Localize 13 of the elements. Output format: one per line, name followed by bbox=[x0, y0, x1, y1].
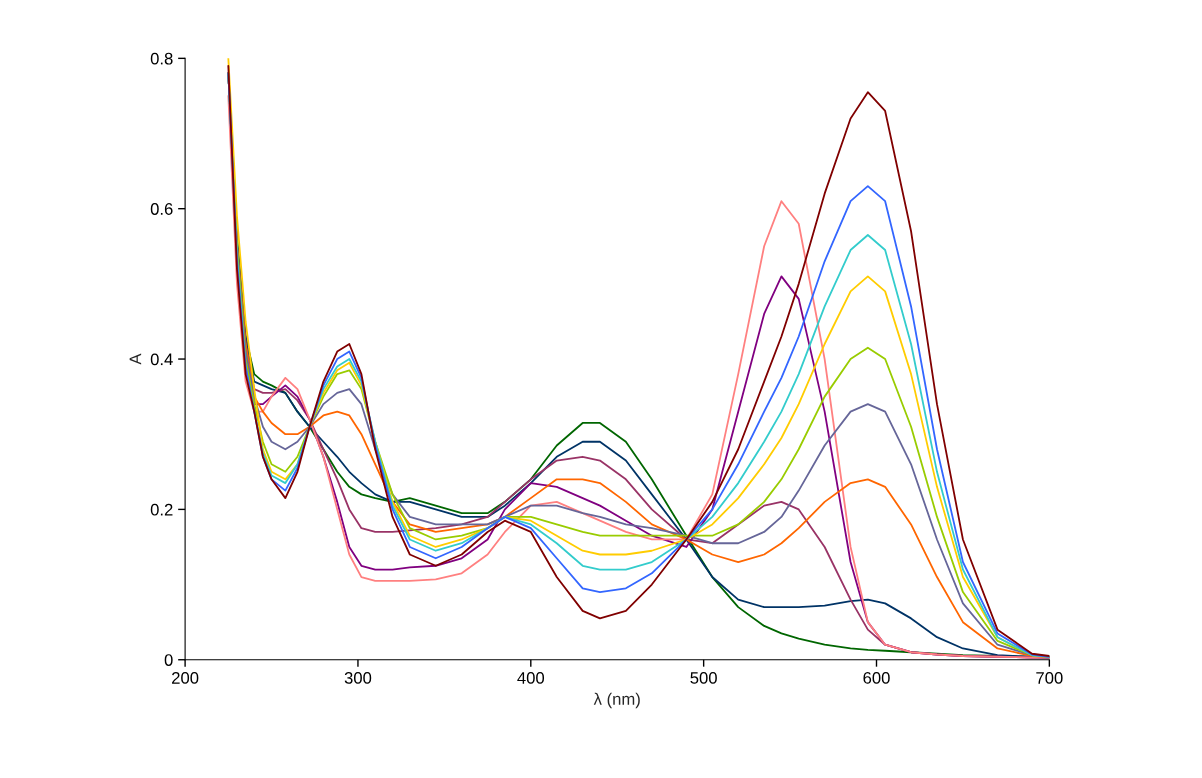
y-tick-label: 0.2 bbox=[150, 503, 173, 516]
x-tick-label: 500 bbox=[690, 671, 717, 684]
x-axis-title: λ (nm) bbox=[593, 692, 640, 709]
x-tick-label: 400 bbox=[517, 671, 545, 684]
x-tick-label: 300 bbox=[344, 671, 372, 684]
y-axis-title: A bbox=[129, 353, 142, 365]
x-tick-label: 200 bbox=[172, 671, 199, 684]
x-tick-label: 700 bbox=[1036, 671, 1063, 684]
x-tick-label: 600 bbox=[863, 671, 890, 684]
y-tick-label: 0.6 bbox=[150, 203, 173, 215]
y-tick-label: 0 bbox=[164, 654, 173, 666]
y-tick-label: 0.8 bbox=[150, 52, 173, 65]
y-tick-label: 0.4 bbox=[150, 353, 173, 366]
